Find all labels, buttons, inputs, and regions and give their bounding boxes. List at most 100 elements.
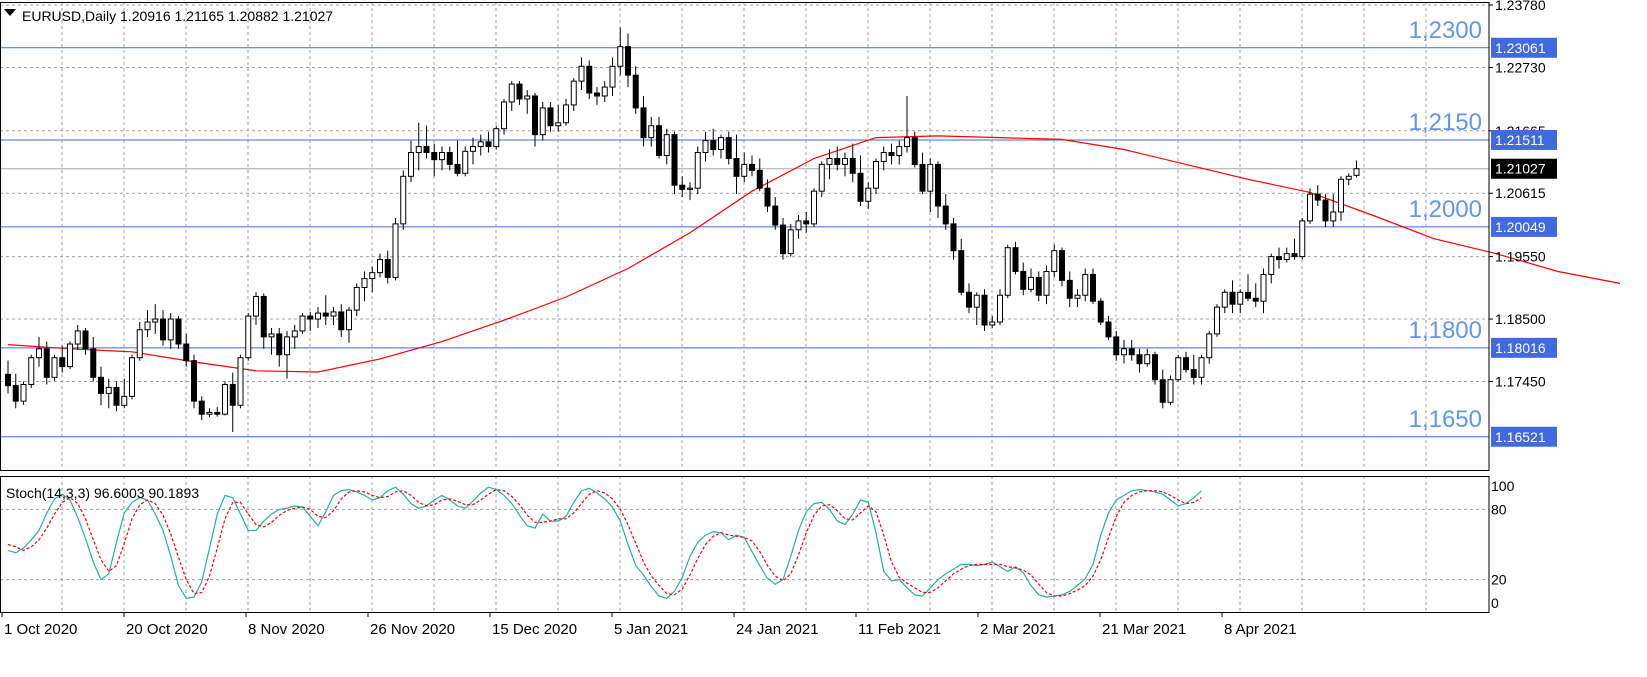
candle-bullish [524,95,531,100]
candle-bearish [1090,273,1096,302]
moving-average-line [7,135,1621,373]
main-chart-header: EURUSD,Daily 1.20916 1.21165 1.20882 1.2… [22,8,333,24]
candle-bullish [291,330,298,338]
candle-bullish [1004,247,1011,296]
price-axis-label: 1.20615 [1495,185,1546,201]
level-value-box [1491,426,1557,447]
candle-bullish [1345,175,1352,180]
candle-bullish [67,343,73,368]
candle-bearish [857,172,864,202]
candle-bullish [1206,333,1213,359]
candle-bullish [1028,276,1034,290]
candle-bearish [586,65,593,94]
candle-bearish [229,383,236,406]
candle-bearish [803,220,810,225]
candle-bearish [485,141,492,148]
candle-bearish [725,137,732,159]
stoch-axis-label: 20 [1491,572,1507,588]
candle-bullish [51,357,58,378]
candle-bearish [307,315,314,320]
level-value-box [1491,37,1557,58]
candle-bullish [795,220,802,231]
candle-bullish [222,383,228,415]
candle-bearish [1190,369,1197,378]
date-axis-label: 21 Mar 2021 [1102,621,1186,638]
candle-bullish [1175,357,1182,381]
candle-bullish [718,137,724,151]
candle-bullish [1338,178,1344,213]
candle-bullish [346,309,352,331]
candle-bearish [5,373,11,387]
candle-bullish [539,107,546,136]
candle-bullish [1221,291,1228,308]
candle-bearish [423,146,430,154]
candle-bearish [919,163,926,192]
candle-bullish [470,146,476,152]
candle-bearish [834,157,841,165]
candle-bearish [160,318,166,341]
candle-bullish [330,311,337,317]
candle-bullish [578,65,585,82]
candle-bullish [206,411,213,415]
candle-bullish [1299,220,1306,258]
candle-bullish [617,46,624,67]
price-axis-label: 1.19550 [1495,249,1546,265]
candle-bullish [563,104,569,124]
candle-bearish [1066,279,1073,299]
candle-bullish [508,83,515,103]
candle-bearish [958,250,965,293]
candle-bearish [431,152,438,161]
candle-bearish [756,169,763,189]
candle-bearish [1020,270,1027,290]
candle-bullish [167,318,174,341]
candle-bearish [113,386,120,406]
candle-bullish [400,175,407,225]
candle-bullish [1307,193,1313,222]
candle-bullish [896,146,903,156]
stoch-axis-label: 0 [1491,595,1499,611]
candle-bearish [1035,276,1042,296]
candle-bearish [1276,256,1282,261]
candle-bearish [198,400,205,415]
candle-bullish [702,140,709,154]
candle-bullish [369,272,376,280]
stoch-axis-label: 80 [1491,501,1507,517]
candle-bullish [361,278,368,289]
candle-bearish [671,134,678,186]
candle-bearish [1229,291,1236,305]
candle-bullish [121,395,128,406]
candle-bearish [43,348,50,378]
candle-bearish [1252,297,1259,302]
stoch-panel-frame [0,476,1490,613]
candle-bullish [927,163,934,192]
candle-bearish [547,107,554,127]
dropdown-triangle-icon[interactable] [4,9,16,16]
candle-bullish [989,321,996,326]
candle-bearish [175,318,182,345]
candle-bullish [28,357,35,385]
candle-bearish [981,294,988,326]
date-axis-label: 20 Oct 2020 [126,621,208,638]
candle-bearish [640,107,647,139]
candle-bullish [129,357,135,397]
candle-bearish [1105,321,1112,338]
candle-bullish [1268,256,1275,275]
candle-bearish [733,157,740,177]
date-axis-label: 11 Feb 2021 [858,621,941,638]
candle-bearish [1012,247,1019,272]
candle-bullish [1198,357,1205,378]
candle-bearish [935,163,941,207]
current-price-label: 1.21027 [1495,161,1546,177]
candle-bearish [594,92,600,97]
candle-bearish [1128,348,1135,356]
level-tag: 1,2000 [1409,196,1482,223]
candle-bullish [1283,253,1290,261]
level-value-box [1491,216,1557,237]
candle-bearish [942,205,949,225]
candle-bullish [1237,291,1244,305]
candle-bullish [245,315,252,359]
candle-bullish [865,187,872,202]
candle-bullish [493,128,500,148]
stoch-header: Stoch(14,3,3) 96.6003 90.1893 [6,485,199,501]
candle-bearish [532,95,538,136]
